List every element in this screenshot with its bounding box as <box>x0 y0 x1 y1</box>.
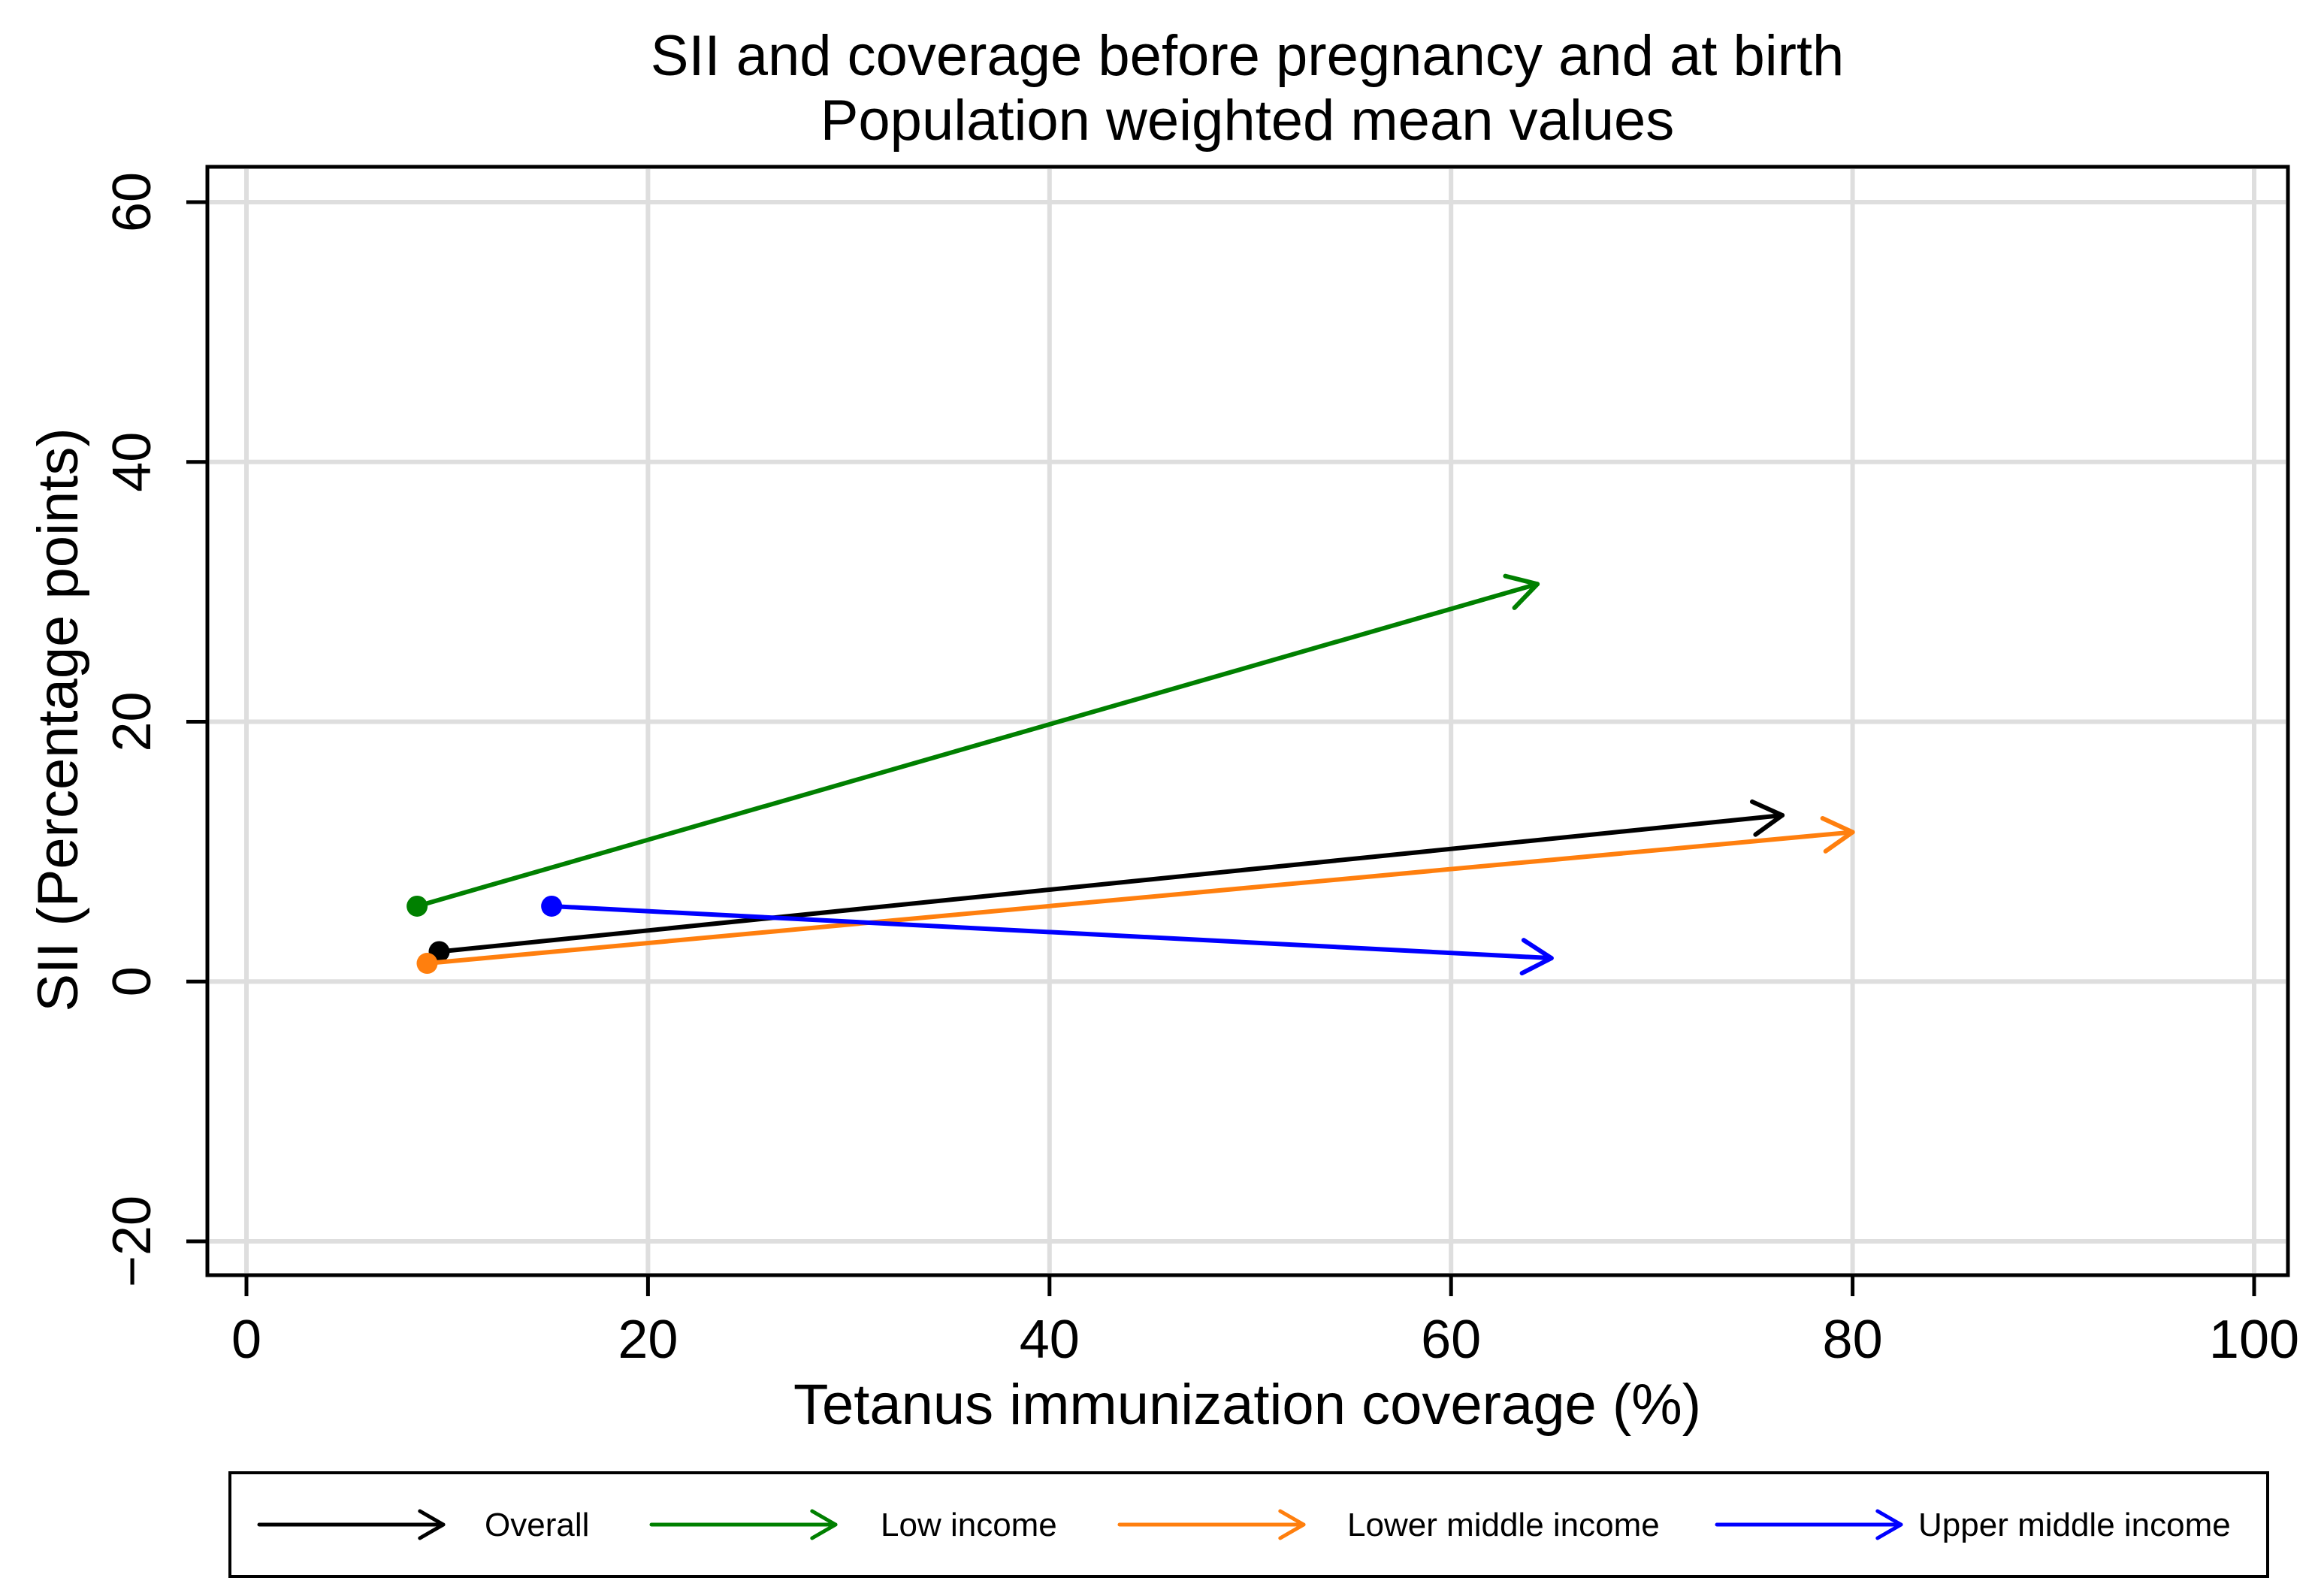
series <box>406 573 1855 976</box>
legend-label-low-income: Low income <box>881 1507 1057 1543</box>
legend-key-overall <box>257 1509 446 1540</box>
arrow-overall-shaft <box>437 812 1785 954</box>
legend-key-lower-middle-income-head <box>1278 1509 1306 1540</box>
series-upper-middle-income <box>541 895 1554 976</box>
x-tick-label: 0 <box>231 1310 261 1370</box>
x-tick-label: 40 <box>1020 1310 1080 1370</box>
x-axis-title: Tetanus immunization coverage (%) <box>793 1373 1701 1437</box>
legend-label-lower-middle-income: Lower middle income <box>1347 1507 1660 1543</box>
series-low-income <box>406 573 1540 917</box>
arrow-overall <box>437 799 1785 954</box>
y-tick-label: 60 <box>102 172 162 232</box>
arrow-upper-middle-income <box>549 903 1554 976</box>
y-tick-label: 40 <box>102 432 162 492</box>
arrow-low-income-head <box>1503 573 1540 610</box>
arrow-low-income-shaft <box>415 582 1540 908</box>
y-tick-label: 20 <box>102 691 162 751</box>
y-tick-label: −20 <box>102 1195 162 1287</box>
arrow-low-income <box>415 573 1540 908</box>
arrow-lower-middle-income-head <box>1820 816 1855 854</box>
legend-label-overall: Overall <box>485 1507 589 1543</box>
legend-key-overall-head <box>418 1509 446 1540</box>
x-tick-label: 100 <box>2209 1310 2299 1370</box>
x-tick-label: 80 <box>1823 1310 1883 1370</box>
start-point-lower-middle-income <box>416 953 438 975</box>
start-point-low-income <box>406 895 428 917</box>
legend-label-upper-middle-income: Upper middle income <box>1918 1507 2231 1543</box>
arrow-overall-head <box>1749 799 1785 837</box>
x-tick-label: 20 <box>618 1310 678 1370</box>
arrow-lower-middle-income-shaft <box>425 830 1855 966</box>
axis-ticks: 0 20 40 60 80 100 −20 0 20 40 60 <box>102 172 2299 1370</box>
x-tick-label: 60 <box>1421 1310 1481 1370</box>
legend-item-overall: Overall <box>257 1507 589 1543</box>
legend-item-lower-middle-income: Lower middle income <box>1117 1507 1660 1543</box>
y-tick-label: 0 <box>102 966 162 996</box>
legend-item-upper-middle-income: Upper middle income <box>1715 1507 2231 1543</box>
chart-subtitle: Population weighted mean values <box>821 89 1675 153</box>
arrow-lower-middle-income <box>425 816 1855 966</box>
series-lower-middle-income <box>416 816 1855 975</box>
legend: Overall Low income Lower middle income Uppe… <box>257 1507 2231 1543</box>
start-point-upper-middle-income <box>541 895 563 917</box>
grid <box>210 169 2286 1273</box>
y-axis-title: SII (Percentage points) <box>26 428 90 1011</box>
arrow-upper-middle-income-head <box>1519 938 1554 976</box>
legend-item-low-income: Low income <box>649 1507 1057 1543</box>
legend-key-upper-middle-income-head <box>1875 1509 1903 1540</box>
arrow-upper-middle-income-shaft <box>549 903 1554 961</box>
legend-key-low-income-head <box>810 1509 838 1540</box>
chart-title: SII and coverage before pregnancy and at… <box>651 24 1845 88</box>
legend-key-low-income <box>649 1509 838 1540</box>
legend-key-upper-middle-income <box>1715 1509 1903 1540</box>
legend-key-lower-middle-income <box>1117 1509 1306 1540</box>
